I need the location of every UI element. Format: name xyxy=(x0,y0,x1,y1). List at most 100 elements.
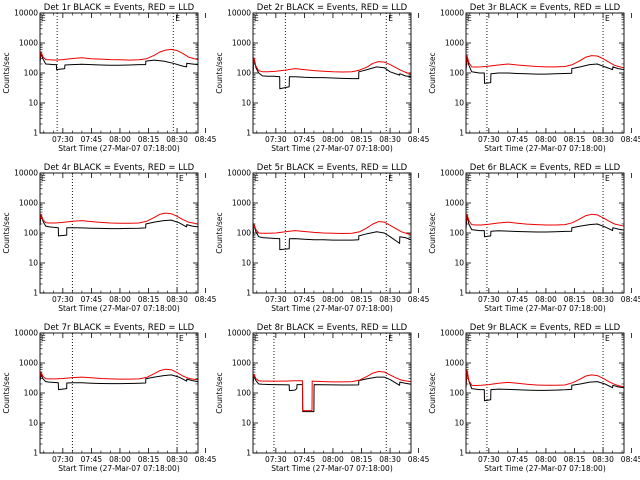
events-series-line xyxy=(252,223,412,251)
detector-panel-8: Det 8r BLACK = Events, RED = LLD Counts/s… xyxy=(215,323,430,473)
y-tick-label: 1 xyxy=(459,289,464,298)
y-tick-label: 10000 xyxy=(227,169,251,178)
x-tick-label: 07:45 xyxy=(507,135,529,144)
y-tick-label: 10 xyxy=(28,99,38,108)
panel-title: Det 4r BLACK = Events, RED = LLD xyxy=(44,163,195,173)
x-tick-label: 08:00 xyxy=(322,455,344,464)
panel-title: Det 2r BLACK = Events, RED = LLD xyxy=(257,3,408,13)
y-tick-label: 10 xyxy=(241,419,251,428)
e-marker-label: E xyxy=(388,14,393,23)
x-tick-label: 07:45 xyxy=(294,135,316,144)
panel-title: Det 9r BLACK = Events, RED = LLD xyxy=(470,323,621,333)
x-tick-label: 08:30 xyxy=(592,135,614,144)
events-series-line xyxy=(465,215,625,238)
y-tick-label: 100 xyxy=(237,389,252,398)
y-tick-label: 100 xyxy=(24,229,39,238)
events-series-line xyxy=(39,213,199,237)
y-tick-label: 1 xyxy=(246,449,251,458)
y-axis-label: Counts/sec xyxy=(2,52,11,93)
lld-series-line xyxy=(252,221,412,235)
x-tick-label: 07:45 xyxy=(294,455,316,464)
lld-series-line xyxy=(252,57,412,75)
y-axis-label: Counts/sec xyxy=(215,52,224,93)
e-marker-label: E xyxy=(41,14,46,23)
x-tick-label: 07:30 xyxy=(265,455,287,464)
plot-frame xyxy=(252,12,412,134)
x-tick-label: 08:45 xyxy=(621,295,640,304)
detector-panel-3: Det 3r BLACK = Events, RED = LLD Counts/s… xyxy=(428,3,640,153)
x-tick-label: 07:30 xyxy=(478,295,500,304)
x-tick-label: 07:30 xyxy=(478,455,500,464)
panel-title: Det 7r BLACK = Events, RED = LLD xyxy=(44,323,195,333)
y-tick-label: 100 xyxy=(450,229,465,238)
y-tick-label: 10000 xyxy=(440,169,464,178)
y-tick-label: 10 xyxy=(454,99,464,108)
x-tick-label: 08:15 xyxy=(564,295,586,304)
y-tick-label: 1000 xyxy=(445,199,464,208)
x-tick-label: 07:30 xyxy=(265,135,287,144)
y-tick-label: 100 xyxy=(24,69,39,78)
y-tick-label: 100 xyxy=(237,229,252,238)
detector-panel-2: Det 2r BLACK = Events, RED = LLD Counts/s… xyxy=(215,3,430,153)
x-axis-label: Start Time (27-Mar-07 07:18:00) xyxy=(484,464,606,473)
y-tick-label: 10000 xyxy=(227,329,251,338)
e-marker-label: E xyxy=(254,14,259,23)
x-tick-label: 08:30 xyxy=(592,295,614,304)
lld-series-line xyxy=(39,212,199,225)
e-marker-label: E xyxy=(175,14,180,23)
detector-panel-1: Det 1r BLACK = Events, RED = LLD Counts/s… xyxy=(2,3,217,153)
y-tick-label: 10000 xyxy=(440,329,464,338)
e-marker-label: E xyxy=(467,334,472,343)
lld-series-line xyxy=(465,213,625,227)
y-axis-label: Counts/sec xyxy=(428,52,437,93)
y-axis-label: Counts/sec xyxy=(428,372,437,413)
x-tick-label: 08:15 xyxy=(351,455,373,464)
x-tick-label: 08:15 xyxy=(138,455,160,464)
y-tick-label: 1000 xyxy=(19,39,38,48)
x-tick-label: 08:00 xyxy=(109,455,131,464)
x-tick-label: 08:15 xyxy=(138,135,160,144)
x-tick-label: 07:45 xyxy=(81,455,103,464)
y-tick-label: 10 xyxy=(241,99,251,108)
e-marker-label: E xyxy=(41,334,46,343)
plot-frame xyxy=(39,172,199,294)
e-marker-label: E xyxy=(254,174,259,183)
plot-frame xyxy=(465,332,625,454)
x-axis-label: Start Time (27-Mar-07 07:18:00) xyxy=(484,144,606,153)
x-tick-label: 08:45 xyxy=(195,135,217,144)
y-tick-label: 1 xyxy=(246,129,251,138)
x-tick-label: 07:45 xyxy=(507,455,529,464)
y-tick-label: 1000 xyxy=(232,359,251,368)
x-tick-label: 08:00 xyxy=(109,135,131,144)
e-marker-label: E xyxy=(467,14,472,23)
x-tick-label: 08:45 xyxy=(195,455,217,464)
e-marker-label: E xyxy=(179,174,184,183)
e-marker-label: E xyxy=(41,174,46,183)
lld-series-line xyxy=(465,55,625,69)
y-tick-label: 10 xyxy=(28,419,38,428)
y-tick-label: 1 xyxy=(33,449,38,458)
x-tick-label: 08:30 xyxy=(379,295,401,304)
y-tick-label: 10 xyxy=(241,259,251,268)
e-marker-label: E xyxy=(388,334,393,343)
x-tick-label: 08:45 xyxy=(621,455,640,464)
panel-title: Det 1r BLACK = Events, RED = LLD xyxy=(44,3,195,13)
e-marker-label: E xyxy=(179,334,184,343)
lld-series-line xyxy=(252,371,412,412)
plot-frame xyxy=(252,332,412,454)
events-series-line xyxy=(465,57,625,84)
y-axis-label: Counts/sec xyxy=(2,372,11,413)
lld-series-line xyxy=(39,48,199,61)
y-tick-label: 10000 xyxy=(14,329,38,338)
x-tick-label: 08:00 xyxy=(322,135,344,144)
y-tick-label: 1000 xyxy=(445,359,464,368)
y-tick-label: 100 xyxy=(450,69,465,78)
detector-panel-4: Det 4r BLACK = Events, RED = LLD Counts/s… xyxy=(2,163,217,313)
x-tick-label: 08:45 xyxy=(621,135,640,144)
y-tick-label: 1000 xyxy=(232,199,251,208)
x-tick-label: 07:30 xyxy=(478,135,500,144)
e-marker-label: E xyxy=(605,174,610,183)
x-axis-label: Start Time (27-Mar-07 07:18:00) xyxy=(484,304,606,313)
plot-frame xyxy=(465,172,625,294)
